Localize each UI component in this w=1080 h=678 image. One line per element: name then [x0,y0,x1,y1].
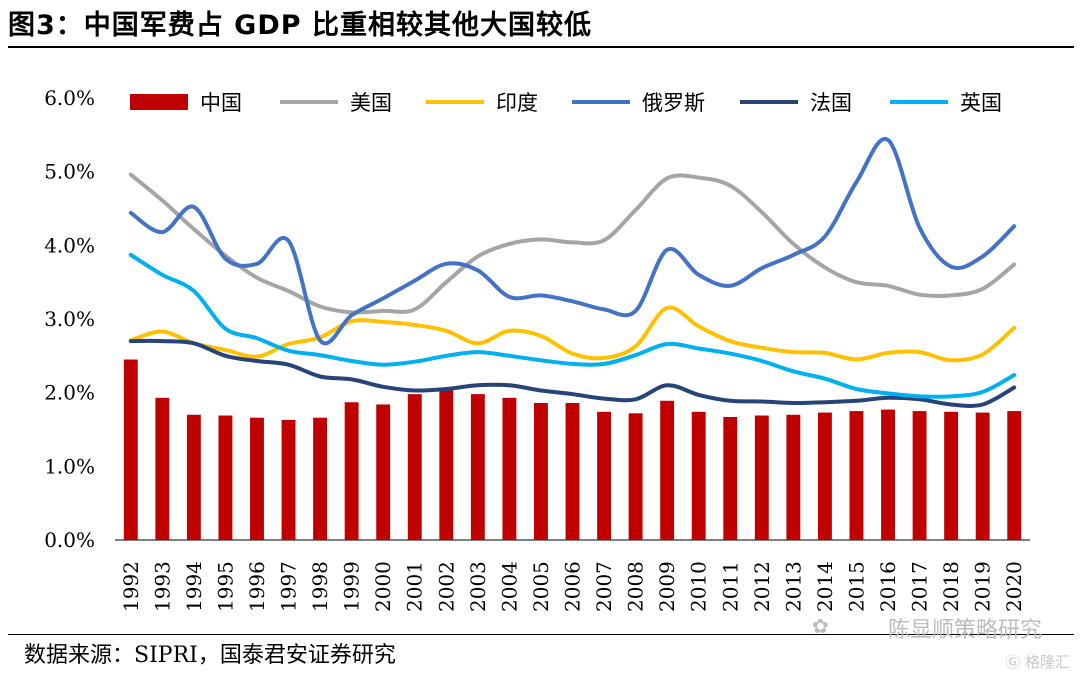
wechat-icon: ✿ [812,614,829,638]
bar-china-2005 [534,402,548,540]
x-tick-label: 1999 [340,561,364,612]
x-tick-label: 1997 [277,561,301,612]
line-series-france [128,338,1017,408]
x-tick-label: 2018 [939,561,963,612]
x-tick-label: 2020 [1002,561,1026,612]
bar-china-2003 [470,394,485,540]
x-tick-label: 1998 [308,561,332,612]
bar-china-2015 [849,411,864,540]
x-tick-label: 2011 [718,561,742,612]
bar-china-2013 [786,414,801,540]
x-tick-label: 2000 [371,561,395,612]
line-series-uk [128,252,1017,399]
bar-china-2001 [407,394,422,540]
y-tick-label: 5.0% [44,160,95,184]
x-tick-label: 2010 [687,561,711,612]
title-underline [8,46,1074,48]
x-tick-label: 1994 [182,561,206,612]
bar-china-2018 [944,411,959,540]
line-series-usa [128,172,1017,315]
y-tick-label: 0.0% [44,528,95,552]
y-tick-label: 4.0% [44,233,95,257]
legend-label-china: 中国 [200,91,242,115]
bar-china-2012 [754,415,769,540]
bar-china-1997 [281,419,296,540]
x-tick-label: 2001 [403,561,427,612]
bar-china-2000 [376,404,391,540]
x-tick-label: 2015 [844,561,868,612]
bar-china-2008 [628,413,643,540]
legend-label-russia: 俄罗斯 [642,91,705,115]
x-tick-label: 2008 [624,561,648,612]
bar-china-2011 [723,416,738,540]
legend-swatch-china [130,94,188,110]
bar-china-1992 [123,359,138,540]
x-tick-label: 2007 [592,561,616,612]
figure-title: 图3：中国军费占 GDP 比重相较其他大国较低 [8,10,592,41]
x-tick-label: 2012 [750,561,774,612]
corner-logo-text: 格隆汇 [1024,653,1070,671]
bar-china-2017 [912,411,927,540]
x-tick-label: 2019 [971,561,995,612]
corner-logo: Ⓖ 格隆汇 [1005,653,1070,671]
legend-label-uk: 英国 [960,91,1002,115]
x-tick-label: 1993 [150,561,174,612]
x-tick-label: 2013 [781,561,805,612]
bar-china-1996 [250,417,264,540]
bar-china-2007 [597,411,611,540]
x-tick-label: 2016 [876,561,900,612]
bar-china-1994 [186,414,201,540]
x-tick-label: 2003 [466,561,490,612]
x-tick-label: 1995 [213,561,237,612]
legend-label-india: 印度 [496,91,538,115]
bar-china-2016 [881,409,895,540]
bar-china-1998 [313,417,328,540]
legend-label-usa: 美国 [350,91,392,115]
bar-china-2002 [439,389,454,540]
bar-china-2010 [691,411,706,540]
x-tick-label: 2005 [529,561,553,612]
y-tick-label: 3.0% [44,307,95,331]
x-tick-label: 2009 [655,561,679,612]
line-series-india [128,305,1017,363]
x-tick-label: 2006 [561,561,585,612]
bar-china-1993 [155,397,170,540]
y-tick-label: 1.0% [44,454,95,478]
y-tick-label: 6.0% [44,86,95,110]
watermark-text: 陈显顺策略研究 [887,618,1042,643]
bar-china-2006 [565,402,580,540]
source-note: 数据来源：SIPRI，国泰君安证券研究 [24,643,396,668]
x-tick-label: 2004 [497,561,521,612]
bar-china-2009 [660,400,675,540]
bar-china-2020 [1007,411,1022,540]
line-series-russia [128,136,1017,346]
x-tick-label: 2017 [908,561,932,612]
x-tick-label: 1996 [245,561,269,612]
bar-china-1999 [344,402,359,540]
x-tick-label: 2002 [434,561,458,612]
y-tick-label: 2.0% [44,381,95,405]
bar-china-1995 [218,415,233,540]
source-divider [8,634,1074,635]
x-tick-label: 1992 [119,561,143,612]
chart: 0.0% 1.0% 2.0% 3.0% 4.0% 5.0% 6.0% 1992 1993 1994… [44,86,1030,612]
legend-label-france: 法国 [810,91,852,115]
x-tick-label: 2014 [813,561,837,612]
bar-china-2019 [975,412,990,540]
bar-china-2014 [817,412,832,540]
bar-china-2004 [502,397,517,540]
